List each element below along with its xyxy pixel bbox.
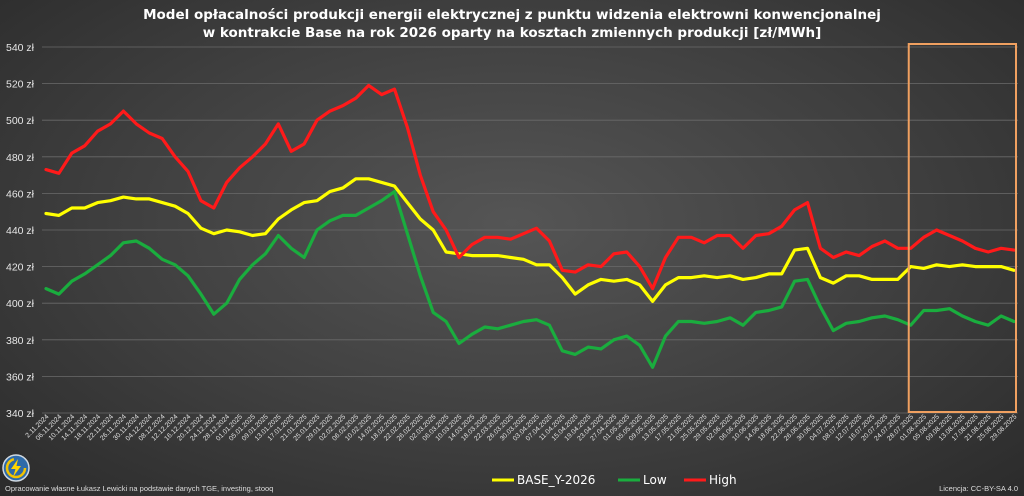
y-tick-label: 420 zł <box>6 262 35 274</box>
y-tick-label: 480 zł <box>6 152 35 164</box>
license-text: Licencja: CC-BY-SA 4.0 <box>939 484 1018 493</box>
credit-text: Opracowanie własne Łukasz Lewicki na pod… <box>5 484 273 493</box>
y-tick-label: 500 zł <box>6 115 35 127</box>
legend: BASE_Y-2026 Low High <box>492 473 737 487</box>
y-axis: 340 zł 360 zł 380 zł 400 zł 420 zł 440 zł 460 … <box>6 42 35 420</box>
y-tick-label: 520 zł <box>6 79 35 91</box>
highlight-box <box>907 43 1017 413</box>
series-line-low <box>44 190 1016 369</box>
y-tick-label: 360 zł <box>6 371 35 383</box>
legend-label: High <box>709 473 737 487</box>
y-tick-label: 460 zł <box>6 188 35 200</box>
chart-title-line2: w kontrakcie Base na rok 2026 oparty na … <box>203 25 822 41</box>
legend-label: BASE_Y-2026 <box>517 473 595 487</box>
y-tick-label: 380 zł <box>6 335 35 347</box>
y-tick-label: 340 zł <box>6 408 35 420</box>
y-tick-label: 440 zł <box>6 225 35 237</box>
legend-label: Low <box>643 473 667 487</box>
series-lines <box>44 83 1016 369</box>
series-line-base-y-2026 <box>44 177 1016 303</box>
lightning-bolt-logo <box>2 454 30 482</box>
y-tick-label: 400 zł <box>6 298 35 310</box>
y-tick-label: 540 zł <box>6 42 35 54</box>
x-axis: 2.11.202406.11.202410.11.202414.11.20241… <box>24 413 1018 442</box>
chart-title-line1: Model opłacalności produkcji energii ele… <box>143 7 881 23</box>
series-line-high <box>44 83 1016 291</box>
